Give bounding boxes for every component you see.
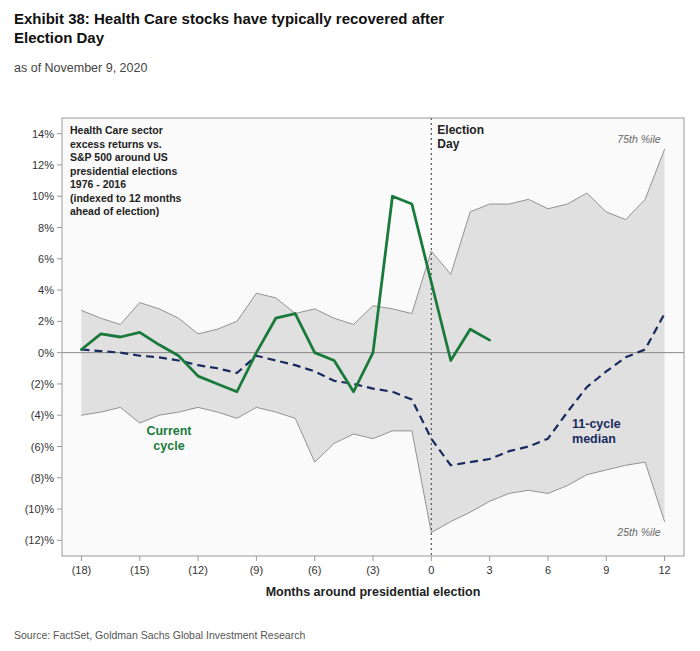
x-tick-label: (18) bbox=[72, 564, 92, 576]
y-tick bbox=[57, 352, 62, 353]
series-label: Currentcycle bbox=[146, 424, 192, 453]
series-line bbox=[81, 196, 489, 392]
y-tick bbox=[57, 290, 62, 291]
y-tick-label: 6% bbox=[38, 253, 54, 265]
x-tick-label: (3) bbox=[366, 564, 379, 576]
y-tick-label: (10)% bbox=[25, 503, 55, 515]
x-tick bbox=[256, 556, 257, 561]
series-label: 11-cyclemedian bbox=[572, 417, 621, 446]
x-tick-label: 3 bbox=[487, 564, 493, 576]
y-tick bbox=[57, 227, 62, 228]
text-line: ahead of election) bbox=[70, 205, 159, 217]
x-tick bbox=[198, 556, 199, 561]
y-tick-label: (2)% bbox=[31, 378, 54, 390]
x-tick bbox=[606, 556, 607, 561]
x-tick bbox=[139, 556, 140, 561]
text-line: 75th %ile bbox=[617, 133, 660, 145]
text-line: cycle bbox=[153, 439, 184, 453]
series-label: 25th %ile bbox=[616, 526, 660, 538]
percentile-band bbox=[81, 149, 664, 532]
series-label: 75th %ile bbox=[617, 133, 660, 145]
series-line bbox=[81, 314, 664, 466]
election-day-line bbox=[431, 118, 432, 556]
y-tick bbox=[57, 415, 62, 416]
text-line: Election Day bbox=[14, 29, 105, 46]
plot-data bbox=[62, 118, 684, 556]
y-tick-label: 10% bbox=[32, 190, 54, 202]
x-tick bbox=[547, 556, 548, 561]
y-tick bbox=[57, 477, 62, 478]
y-tick-label: 8% bbox=[38, 222, 54, 234]
text-line: median bbox=[572, 432, 616, 446]
text-line: Election bbox=[437, 123, 484, 137]
plot-frame bbox=[62, 118, 684, 556]
text-line: (indexed to 12 months bbox=[70, 192, 182, 204]
y-tick bbox=[57, 164, 62, 165]
y-tick-label: 14% bbox=[32, 128, 54, 140]
y-tick bbox=[57, 540, 62, 541]
x-tick-label: 0 bbox=[428, 564, 434, 576]
page: {"chart_data": { "type": "line", "title"… bbox=[0, 0, 700, 651]
x-tick-label: 9 bbox=[603, 564, 609, 576]
text-line: excess returns vs. bbox=[70, 138, 162, 150]
text-line: presidential elections bbox=[70, 165, 178, 177]
y-tick bbox=[57, 258, 62, 259]
x-tick-label: (6) bbox=[308, 564, 321, 576]
y-tick-label: 4% bbox=[38, 284, 54, 296]
text-line: Day bbox=[437, 137, 459, 151]
y-tick bbox=[57, 383, 62, 384]
y-tick-label: (8)% bbox=[31, 472, 54, 484]
x-axis-label: Months around presidential election bbox=[266, 585, 481, 599]
text-line: 25th %ile bbox=[616, 526, 660, 538]
y-tick bbox=[57, 321, 62, 322]
title: Exhibit 38: Health Care stocks have typi… bbox=[14, 10, 444, 46]
y-tick-label: 12% bbox=[32, 159, 54, 171]
y-tick-label: (12)% bbox=[25, 534, 55, 546]
text-line: Exhibit 38: Health Care stocks have typi… bbox=[14, 10, 444, 27]
y-tick-label: (6)% bbox=[31, 441, 54, 453]
y-tick-label: 0% bbox=[38, 347, 54, 359]
x-tick-label: (15) bbox=[130, 564, 150, 576]
series-line bbox=[81, 407, 664, 532]
text-line: S&P 500 around US bbox=[70, 151, 168, 163]
x-tick bbox=[664, 556, 665, 561]
x-tick-label: (9) bbox=[250, 564, 263, 576]
description: Health Care sector excess returns vs.S&P … bbox=[70, 124, 182, 217]
chart: Exhibit 38: Health Care stocks have typi… bbox=[0, 0, 700, 651]
x-tick-label: (12) bbox=[188, 564, 208, 576]
x-tick-label: 12 bbox=[658, 564, 670, 576]
y-tick bbox=[57, 196, 62, 197]
source: Source: FactSet, Goldman Sachs Global In… bbox=[14, 629, 305, 641]
y-tick-label: (4)% bbox=[31, 409, 54, 421]
election-day-label: ElectionDay bbox=[437, 123, 484, 151]
text-line: Health Care sector bbox=[70, 124, 163, 136]
x-tick bbox=[431, 556, 432, 561]
text-line: Current bbox=[146, 424, 192, 438]
y-tick bbox=[57, 133, 62, 134]
x-tick-label: 6 bbox=[545, 564, 551, 576]
text-line: 11-cycle bbox=[572, 417, 621, 431]
y-tick-label: 2% bbox=[38, 315, 54, 327]
text-line: as of November 9, 2020 bbox=[14, 61, 147, 75]
text-line: 1976 - 2016 bbox=[70, 178, 126, 190]
x-tick bbox=[373, 556, 374, 561]
y-tick bbox=[57, 446, 62, 447]
x-tick bbox=[489, 556, 490, 561]
x-tick bbox=[81, 556, 82, 561]
plot-background bbox=[62, 118, 684, 556]
x-tick bbox=[314, 556, 315, 561]
y-tick bbox=[57, 509, 62, 510]
subtitle: as of November 9, 2020 bbox=[14, 61, 147, 75]
series-line bbox=[81, 149, 664, 334]
